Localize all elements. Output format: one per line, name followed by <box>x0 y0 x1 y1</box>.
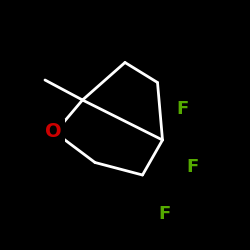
Text: F: F <box>176 100 189 118</box>
Text: F: F <box>158 205 170 223</box>
Text: O: O <box>46 122 62 141</box>
Text: F: F <box>186 158 198 176</box>
